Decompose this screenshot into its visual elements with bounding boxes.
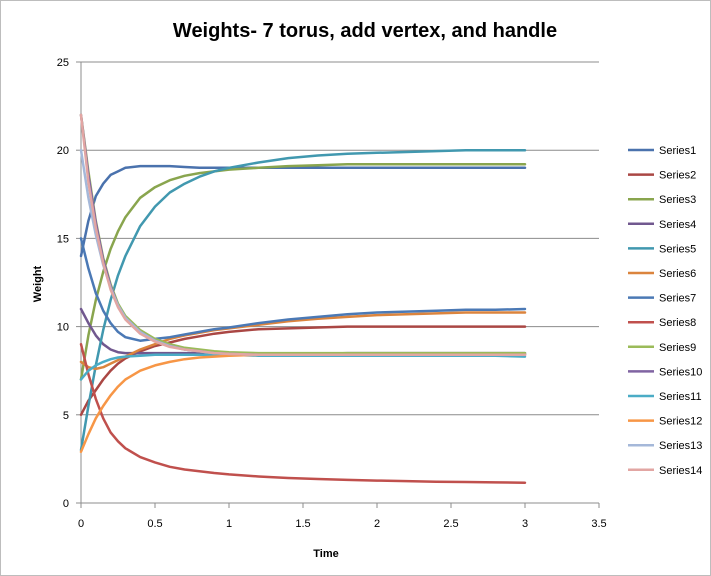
legend-label-3: Series3 bbox=[659, 194, 696, 206]
x-tick-label: 2.5 bbox=[443, 518, 458, 530]
legend-label-13: Series13 bbox=[659, 440, 702, 452]
legend-label-12: Series12 bbox=[659, 416, 702, 428]
legend-label-7: Series7 bbox=[659, 293, 696, 305]
series-line-2 bbox=[79, 325, 527, 417]
x-tick-labels: 0 0.5 1 1.5 2 2.5 3 3.5 bbox=[78, 518, 607, 530]
series-line-14 bbox=[79, 113, 527, 357]
x-axis-label: Time bbox=[313, 548, 338, 560]
legend-label-8: Series8 bbox=[659, 317, 696, 329]
series-lines bbox=[79, 113, 527, 484]
x-tick-label: 3.5 bbox=[591, 518, 606, 530]
y-tick-label: 25 bbox=[57, 57, 69, 69]
legend-label-9: Series9 bbox=[659, 342, 696, 354]
x-tick-label: 3 bbox=[522, 518, 528, 530]
series-line-1 bbox=[79, 164, 527, 258]
y-tick-label: 15 bbox=[57, 233, 69, 245]
x-tick-label: 0 bbox=[78, 518, 84, 530]
legend-label-2: Series2 bbox=[659, 170, 696, 182]
chart-title: Weights- 7 torus, add vertex, and handle bbox=[173, 20, 557, 42]
legend: Series1 Series2 Series3 Series4 Series5 Serie… bbox=[628, 145, 702, 477]
y-tick-labels: 0 5 10 15 20 25 bbox=[57, 57, 69, 510]
y-tick-label: 0 bbox=[63, 498, 69, 510]
series-line-12 bbox=[79, 353, 527, 454]
legend-label-5: Series5 bbox=[659, 243, 696, 255]
x-tick-label: 0.5 bbox=[147, 518, 162, 530]
axes bbox=[76, 61, 600, 508]
legend-label-1: Series1 bbox=[659, 145, 696, 157]
x-tick-label: 1.5 bbox=[295, 518, 310, 530]
legend-label-10: Series10 bbox=[659, 366, 702, 378]
legend-label-14: Series14 bbox=[659, 465, 702, 477]
legend-label-6: Series6 bbox=[659, 268, 696, 280]
gridlines bbox=[81, 61, 599, 416]
series-line-7 bbox=[79, 237, 527, 342]
series-line-3 bbox=[79, 163, 527, 381]
series-line-8 bbox=[79, 342, 527, 484]
y-tick-label: 20 bbox=[57, 145, 69, 157]
y-tick-label: 10 bbox=[57, 322, 69, 334]
series-line-13 bbox=[79, 148, 527, 357]
legend-label-11: Series11 bbox=[659, 391, 702, 403]
y-axis-label: Weight bbox=[32, 265, 44, 302]
legend-label-4: Series4 bbox=[659, 219, 696, 231]
x-tick-label: 2 bbox=[374, 518, 380, 530]
series-line-5 bbox=[79, 148, 527, 452]
y-tick-label: 5 bbox=[63, 410, 69, 422]
x-tick-label: 1 bbox=[226, 518, 232, 530]
